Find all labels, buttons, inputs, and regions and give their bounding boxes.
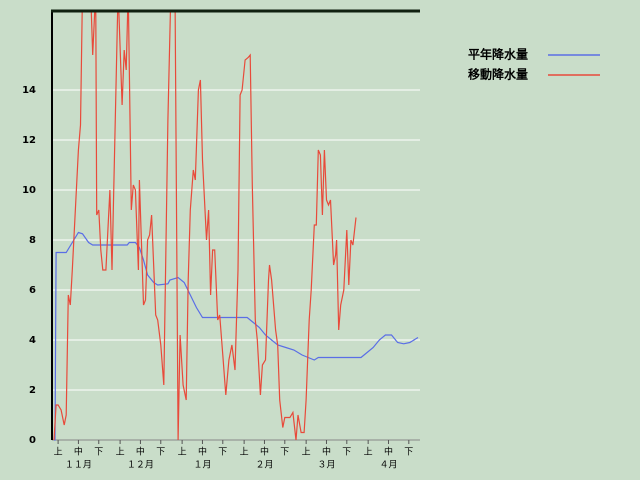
x-tick-label: 中 — [74, 446, 83, 458]
y-tick-label: 4 — [29, 335, 36, 346]
x-tick-label: 上 — [302, 447, 311, 458]
plot-area — [53, 10, 419, 441]
x-tick-label: 中 — [136, 446, 145, 458]
series-line — [54, 231, 419, 441]
legend-label: 平年降水量 — [468, 47, 528, 62]
x-tick-label: 上 — [54, 447, 63, 458]
x-tick-label: 上 — [116, 447, 125, 458]
month-label: １月 — [193, 460, 211, 471]
x-tick-label: 下 — [404, 448, 413, 458]
y-tick-label: 10 — [22, 185, 36, 196]
x-tick-label: 中 — [384, 446, 393, 458]
y-tick-label: 0 — [29, 435, 36, 446]
legend-label: 移動降水量 — [468, 67, 528, 82]
y-tick-label: 14 — [22, 85, 36, 96]
y-tick-label: 12 — [22, 135, 36, 146]
x-tick-label: 下 — [342, 448, 351, 458]
y-tick-label: 8 — [29, 235, 36, 246]
y-tick-label: 2 — [29, 385, 36, 396]
x-tick-label: 上 — [364, 447, 373, 458]
x-tick-label: 上 — [240, 447, 249, 458]
x-tick-label: 上 — [178, 447, 187, 458]
month-label: ４月 — [379, 460, 397, 471]
x-tick-label: 下 — [156, 448, 165, 458]
month-label: １１月 — [65, 460, 92, 471]
x-tick-label: 中 — [322, 446, 331, 458]
x-tick-label: 中 — [260, 446, 269, 458]
month-label: ２月 — [255, 460, 273, 471]
y-tick-label: 6 — [29, 285, 36, 296]
x-tick-label: 中 — [198, 446, 207, 458]
x-tick-label: 下 — [94, 448, 103, 458]
month-label: １２月 — [127, 460, 154, 471]
month-label: ３月 — [317, 460, 335, 471]
x-tick-label: 下 — [280, 448, 289, 458]
series-line — [53, 10, 357, 441]
x-tick-label: 下 — [218, 448, 227, 458]
